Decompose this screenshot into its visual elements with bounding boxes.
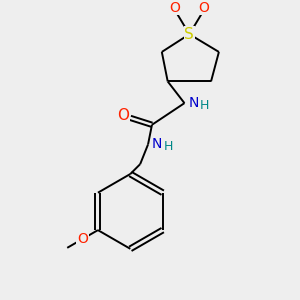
Text: H: H	[200, 99, 210, 112]
Text: H: H	[164, 140, 173, 153]
Text: O: O	[169, 1, 180, 15]
Text: S: S	[184, 27, 194, 42]
Text: O: O	[117, 108, 129, 123]
Text: N: N	[152, 137, 162, 152]
Text: O: O	[77, 232, 88, 246]
Text: O: O	[199, 1, 210, 15]
Text: N: N	[188, 96, 199, 110]
